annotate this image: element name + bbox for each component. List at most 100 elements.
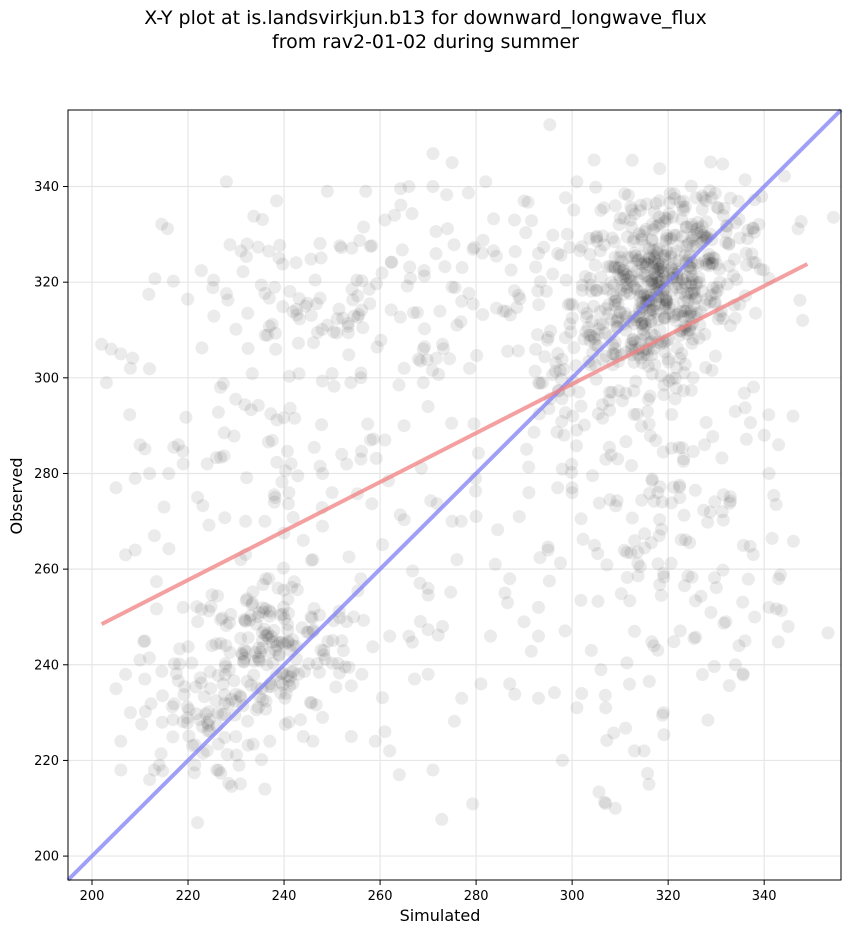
scatter-point — [608, 294, 622, 308]
scatter-point — [624, 336, 638, 350]
scatter-point — [277, 583, 291, 597]
scatter-point — [223, 238, 237, 252]
scatter-point — [675, 239, 689, 253]
scatter-point — [366, 640, 380, 654]
scatter-point — [643, 486, 656, 500]
scatter-point — [660, 244, 673, 258]
scatter-point — [664, 246, 678, 260]
scatter-point — [677, 366, 691, 380]
scatter-point — [681, 310, 695, 323]
scatter-point — [692, 331, 706, 345]
scatter-point — [209, 694, 223, 708]
scatter-point — [633, 289, 647, 303]
scatter-point — [305, 611, 319, 625]
scatter-point — [620, 230, 634, 244]
scatter-point — [675, 441, 689, 455]
scatter-point — [555, 415, 569, 428]
scatter-point — [229, 687, 243, 701]
scatter-point — [178, 680, 192, 694]
scatter-point — [692, 271, 706, 285]
scatter-point — [236, 265, 250, 279]
scatter-point — [620, 284, 634, 298]
scatter-point — [633, 204, 647, 217]
scatter-point — [602, 440, 616, 454]
scatter-point — [681, 286, 695, 300]
scatter-point — [650, 265, 664, 279]
scatter-point — [695, 202, 709, 216]
scatter-point — [626, 333, 640, 347]
scatter-point — [710, 200, 724, 214]
scatter-point — [238, 398, 252, 412]
scatter-point — [392, 768, 406, 782]
scatter-point — [533, 376, 547, 390]
scatter-point — [598, 326, 612, 340]
scatter-point — [582, 328, 596, 342]
scatter-point — [264, 407, 278, 421]
scatter-point — [579, 325, 593, 339]
scatter-point — [316, 467, 329, 480]
scatter-point — [632, 274, 646, 288]
scatter-point — [703, 505, 717, 519]
scatter-point — [262, 244, 276, 258]
scatter-point — [259, 628, 273, 642]
scatter-point — [651, 246, 665, 260]
scatter-point — [527, 425, 541, 439]
scatter-point — [200, 457, 214, 471]
scatter-point — [630, 407, 644, 421]
scatter-point — [672, 480, 686, 494]
scatter-point — [508, 687, 522, 701]
scatter-point — [656, 708, 669, 722]
scatter-point — [549, 364, 562, 378]
scatter-point — [722, 236, 736, 250]
scatter-point — [188, 758, 202, 772]
scatter-point — [669, 308, 683, 322]
scatter-point — [639, 222, 653, 236]
scatter-point — [625, 275, 639, 288]
scatter-point — [286, 511, 300, 524]
scatter-point — [650, 243, 664, 257]
scatter-point — [313, 459, 327, 473]
scatter-point — [565, 457, 579, 471]
scatter-point — [378, 213, 392, 227]
scatter-point — [685, 272, 699, 286]
scatter-point — [191, 615, 205, 629]
scatter-point — [363, 239, 377, 253]
scatter-point — [645, 348, 659, 362]
scatter-point — [650, 305, 663, 319]
scatter-point — [298, 665, 311, 678]
scatter-point — [600, 733, 614, 747]
scatter-point — [271, 581, 285, 595]
scatter-point — [646, 248, 660, 262]
scatter-point — [639, 260, 653, 274]
scatter-point — [171, 438, 185, 452]
scatter-point — [551, 347, 565, 360]
scatter-point — [607, 235, 621, 249]
scatter-point — [705, 363, 719, 377]
scatter-point — [281, 636, 295, 650]
scatter-point — [355, 303, 369, 317]
scatter-point — [684, 279, 698, 292]
scatter-point — [826, 210, 840, 224]
scatter-point — [455, 691, 469, 705]
scatter-point — [244, 609, 258, 622]
scatter-point — [234, 244, 248, 258]
scatter-point — [327, 325, 341, 339]
scatter-point — [491, 523, 505, 537]
scatter-point — [304, 610, 318, 624]
scatter-point — [715, 451, 729, 465]
scatter-point — [791, 222, 805, 236]
scatter-point — [330, 312, 344, 326]
scatter-point — [260, 658, 274, 672]
scatter-point — [707, 660, 721, 673]
scatter-point — [679, 220, 693, 234]
scatter-point — [642, 251, 656, 265]
scatter-point — [739, 432, 753, 446]
scatter-point — [731, 194, 745, 208]
scatter-point — [602, 394, 616, 408]
scatter-point — [532, 600, 545, 614]
scatter-point — [617, 211, 631, 225]
scatter-point — [445, 280, 459, 294]
scatter-point — [269, 635, 283, 649]
scatter-point — [532, 376, 546, 390]
scatter-point — [219, 660, 232, 674]
